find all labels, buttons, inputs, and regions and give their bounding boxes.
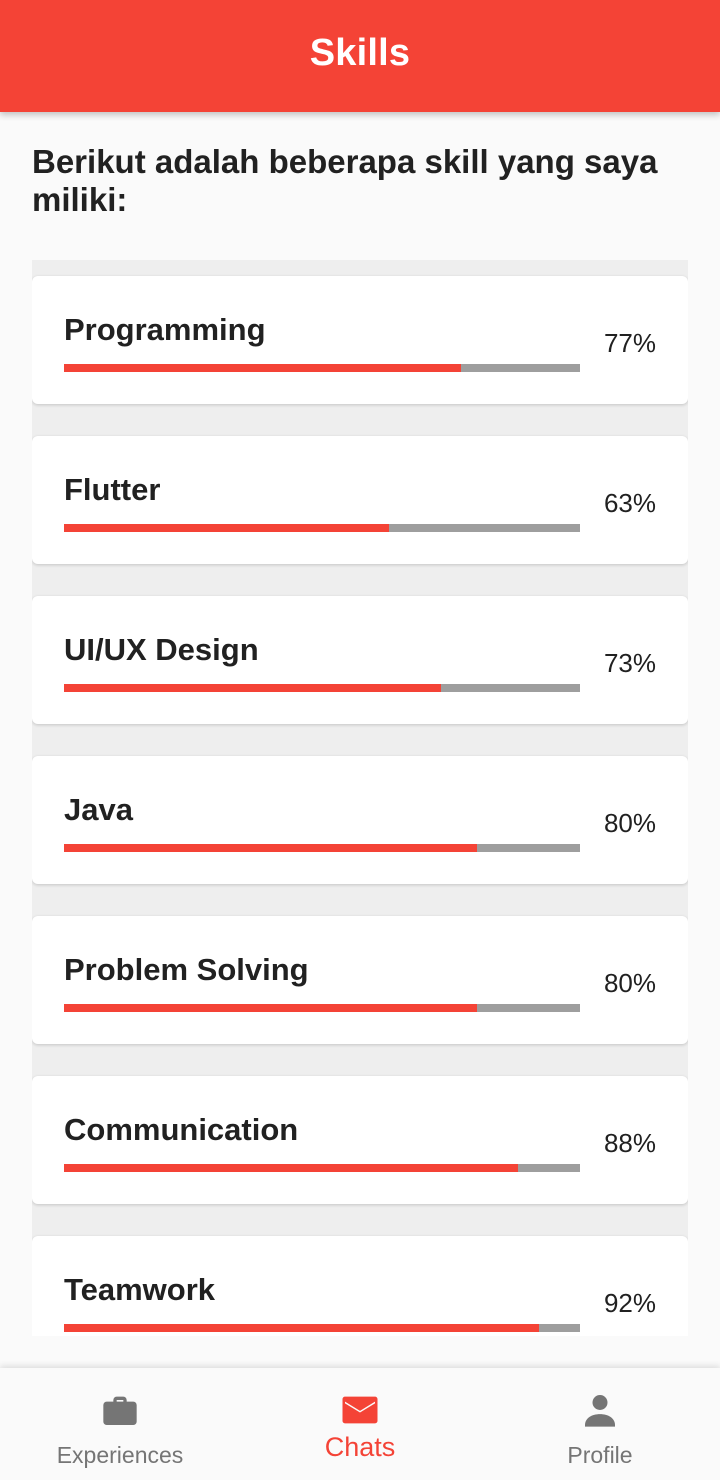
- skill-progress-fill: [64, 1164, 519, 1172]
- nav-label-chats: Chats: [324, 1432, 396, 1462]
- skill-progress-bar: [64, 684, 580, 692]
- skill-percent: 80%: [603, 968, 656, 998]
- person-icon: [585, 1395, 615, 1427]
- skill-progress-fill: [64, 684, 441, 692]
- skill-progress-bar: [64, 364, 580, 372]
- bottom-navigation: Experiences Chats Profile: [0, 1368, 720, 1480]
- skill-progress-bar: [64, 1164, 580, 1172]
- skill-name: Communication: [64, 1112, 299, 1147]
- skill-card-flutter: Flutter 63%: [32, 436, 688, 564]
- skill-card-java: Java 80%: [32, 756, 688, 884]
- skill-card-programming: Programming 77%: [32, 276, 688, 404]
- skill-progress-bar: [64, 524, 580, 532]
- skill-progress-bar: [64, 844, 580, 852]
- skill-card-problem-solving: Problem Solving 80%: [32, 916, 688, 1044]
- skill-progress-fill: [64, 1324, 539, 1332]
- skills-list[interactable]: Programming 77% Flutter 63% UI/UX Design…: [32, 260, 688, 1336]
- nav-item-experiences[interactable]: Experiences: [0, 1368, 240, 1480]
- briefcase-icon: [103, 1396, 137, 1425]
- skill-name: Flutter: [64, 472, 161, 507]
- skill-percent: 63%: [603, 488, 656, 518]
- app-bar: Skills: [0, 0, 720, 112]
- skill-percent: 80%: [603, 808, 656, 838]
- skill-progress-fill: [64, 364, 462, 372]
- skill-progress-fill: [64, 524, 390, 532]
- skill-name: Programming: [64, 312, 266, 347]
- skill-name: UI/UX Design: [64, 632, 259, 667]
- skill-name: Java: [64, 792, 133, 827]
- skill-card-communication: Communication 88%: [32, 1076, 688, 1204]
- skill-progress-fill: [64, 1004, 477, 1012]
- nav-item-chats[interactable]: Chats: [240, 1368, 480, 1480]
- intro-text: Berikut adalah beberapa skill yang saya …: [32, 143, 658, 218]
- mail-icon: [342, 1396, 378, 1424]
- nav-label-profile: Profile: [567, 1442, 633, 1468]
- page-title: Skills: [309, 31, 411, 74]
- skill-card-uiux-design: UI/UX Design 73%: [32, 596, 688, 724]
- skill-name: Teamwork: [64, 1272, 216, 1307]
- nav-label-experiences: Experiences: [56, 1442, 184, 1468]
- skill-percent: 92%: [603, 1288, 656, 1318]
- skill-progress-fill: [64, 844, 477, 852]
- skill-progress-bar: [64, 1004, 580, 1012]
- nav-item-profile[interactable]: Profile: [480, 1368, 720, 1480]
- skill-card-teamwork: Teamwork 92%: [32, 1236, 688, 1336]
- skill-percent: 88%: [603, 1128, 656, 1158]
- skill-percent: 77%: [603, 328, 656, 358]
- skill-progress-bar: [64, 1324, 580, 1332]
- skill-percent: 73%: [603, 648, 656, 678]
- skill-name: Problem Solving: [64, 952, 309, 987]
